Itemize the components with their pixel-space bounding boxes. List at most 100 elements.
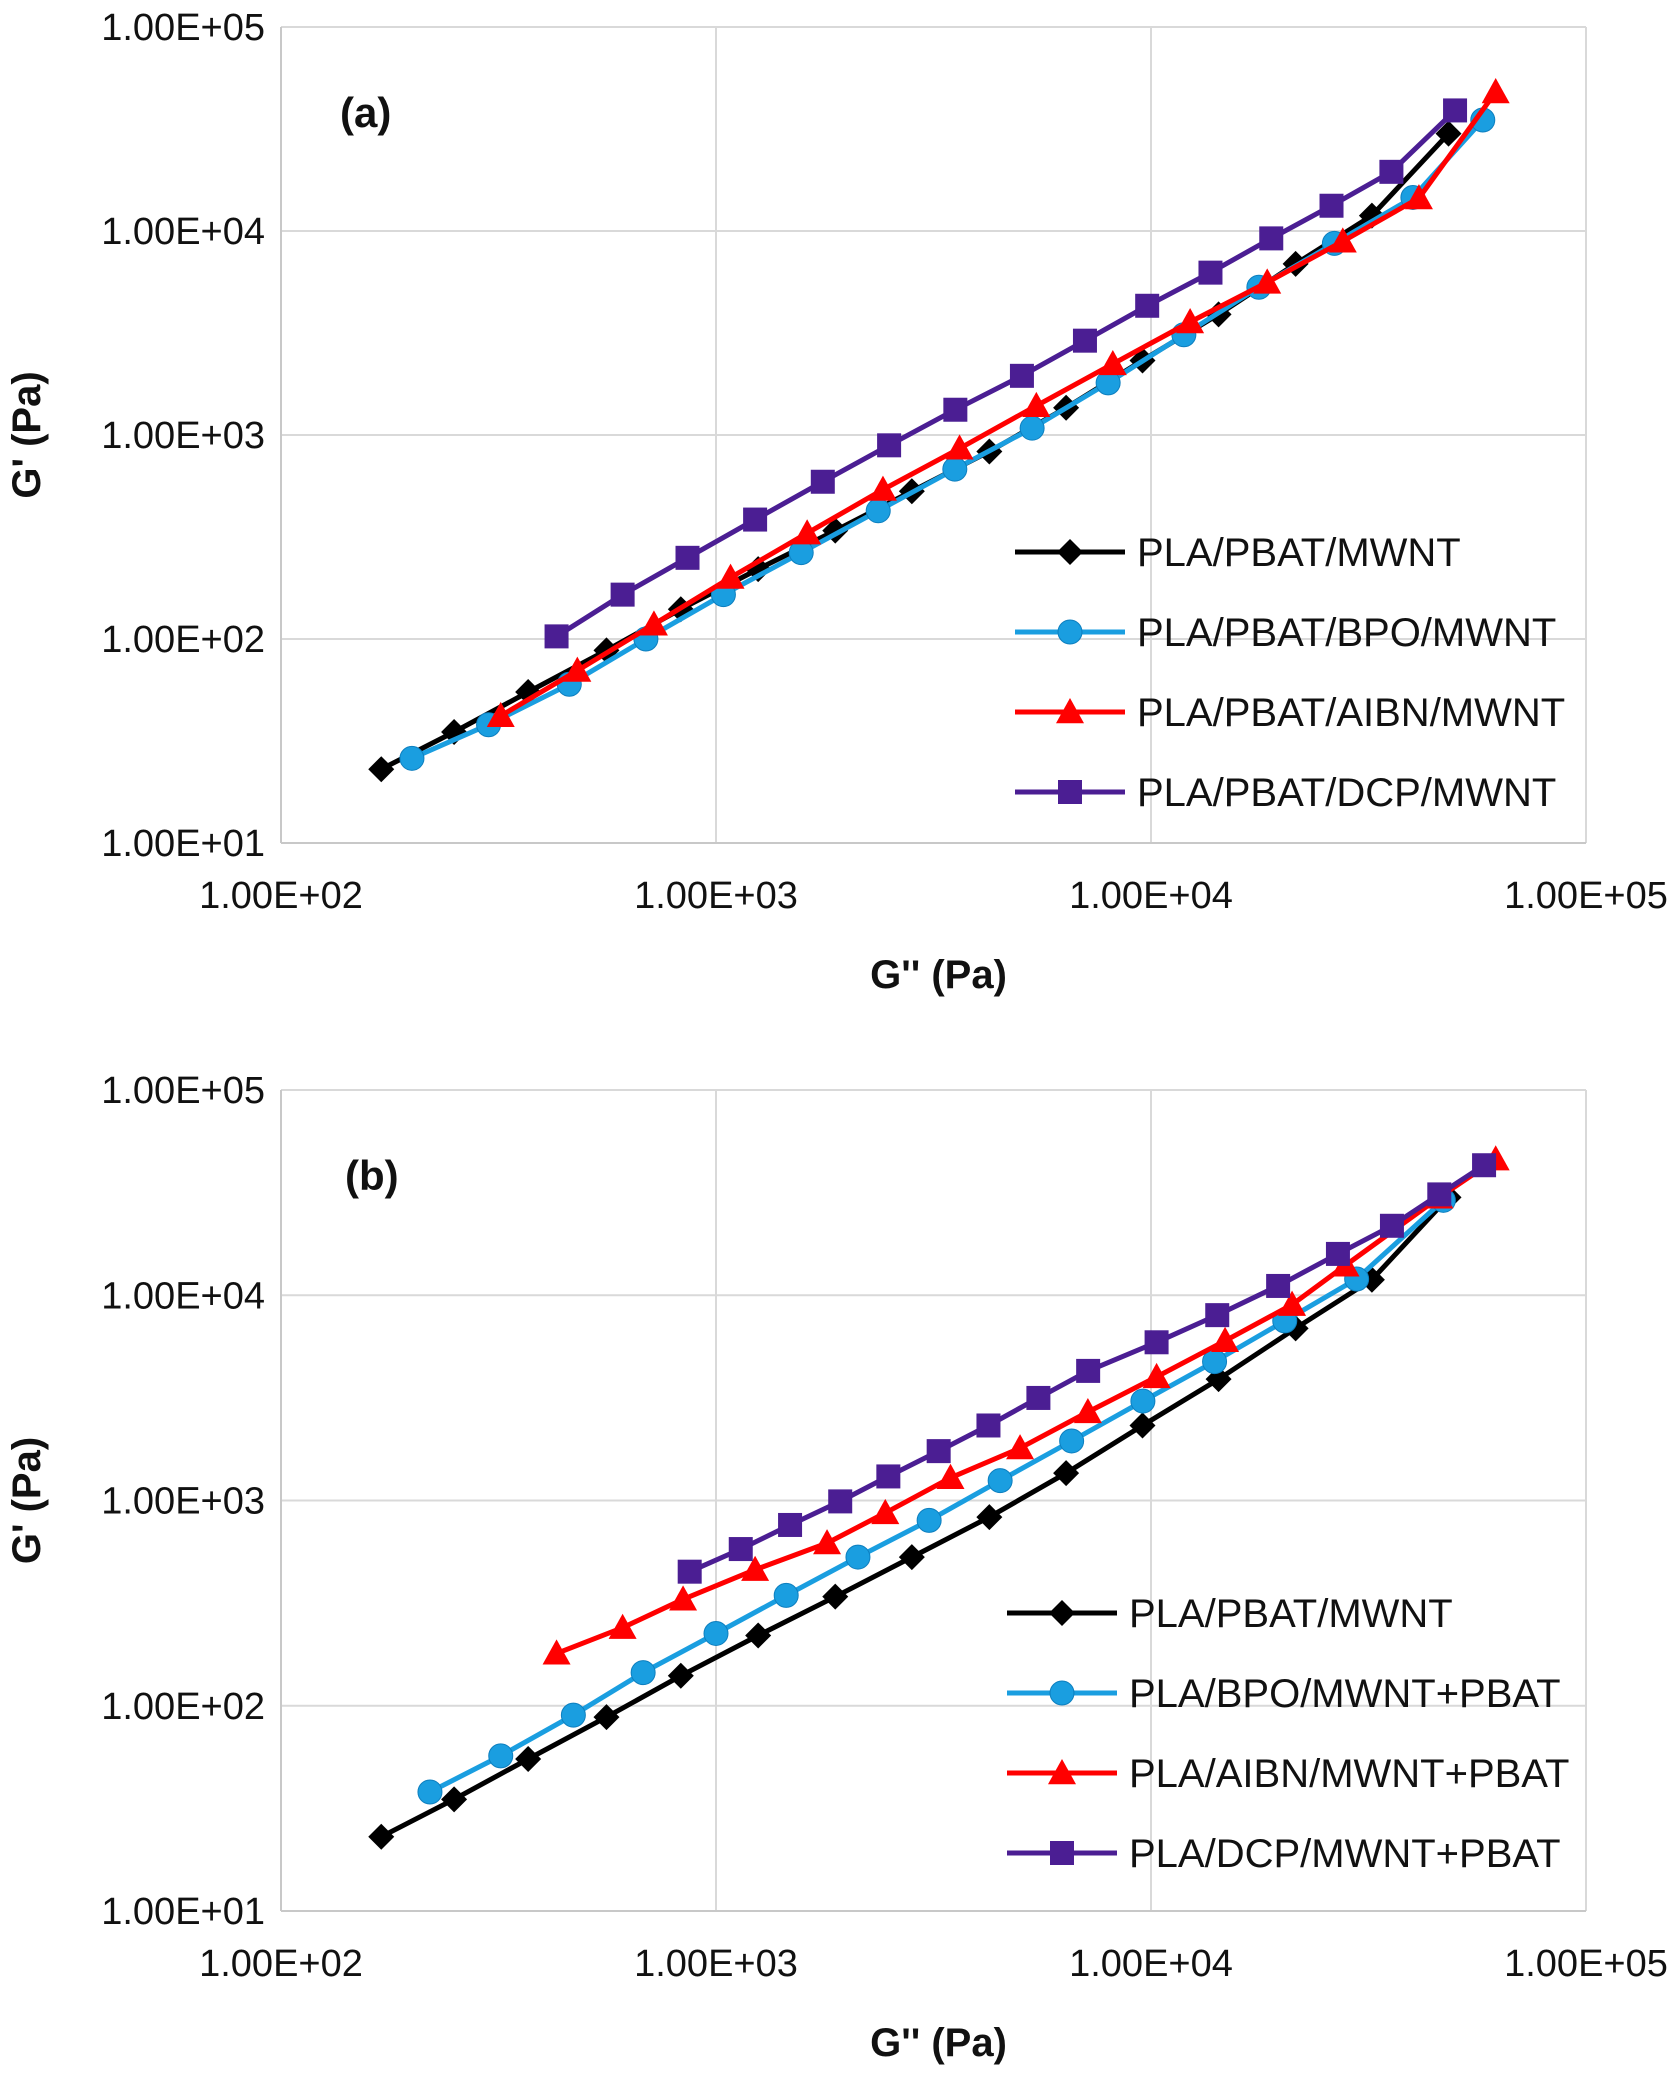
legend-label: PLA/PBAT/BPO/MWNT: [1137, 611, 1556, 655]
legend-swatch-triangle-marker: [1048, 1759, 1076, 1785]
data-point-triangle-marker: [793, 519, 822, 545]
legend-label: PLA/PBAT/AIBN/MWNT: [1137, 691, 1565, 735]
data-point-triangle-marker: [936, 1463, 965, 1490]
data-point-circle-marker: [630, 1660, 656, 1686]
series-circle: [417, 1187, 1456, 1805]
x-tick-label: 1.00E+04: [1069, 1943, 1233, 1985]
data-point-circle-marker: [560, 1702, 586, 1728]
data-point-triangle-marker: [868, 475, 897, 501]
series-line: [499, 90, 1498, 719]
data-point-square-marker: [1072, 328, 1097, 353]
legend-item: PLA/PBAT/BPO/MWNT: [1015, 611, 1556, 655]
data-point-diamond-marker: [1435, 120, 1462, 147]
data-point-circle-marker: [417, 1779, 443, 1805]
y-axis-title: G' (Pa): [5, 371, 49, 498]
data-point-square-marker: [943, 397, 968, 422]
data-point-circle-marker: [1059, 1428, 1085, 1454]
data-point-circle-marker: [773, 1582, 799, 1608]
legend-label: PLA/DCP/MWNT+PBAT: [1129, 1832, 1561, 1876]
data-point-triangle-marker: [608, 1613, 637, 1639]
data-point-square-marker: [1198, 260, 1223, 285]
data-point-square-marker: [1009, 363, 1034, 388]
data-point-square-marker: [1443, 98, 1468, 123]
data-point-square-marker: [976, 1413, 1001, 1438]
chart-panel-a: 1.00E+01 1.00E+02 1.00E+03 1.00E+04 1.00E+05…: [5, 7, 1668, 997]
data-point-diamond-marker: [745, 1622, 772, 1649]
legend-item: PLA/PBAT/DCP/MWNT: [1015, 771, 1556, 815]
data-point-square-marker: [677, 1559, 702, 1584]
y-axis-title: G' (Pa): [5, 1437, 49, 1564]
data-point-triangle-marker: [563, 656, 592, 682]
x-tick-label: 1.00E+05: [1504, 1943, 1668, 1985]
data-point-circle-marker: [916, 1507, 942, 1533]
data-point-triangle-marker: [669, 1585, 698, 1611]
data-point-square-marker: [1379, 159, 1404, 184]
data-point-diamond-marker: [822, 1583, 849, 1610]
data-point-square-marker: [610, 582, 635, 607]
data-point-diamond-marker: [898, 1544, 925, 1571]
data-point-circle-marker: [703, 1620, 729, 1646]
data-point-circle-marker: [987, 1468, 1013, 1494]
panel-label: (b): [345, 1152, 399, 1199]
y-tick-label: 1.00E+04: [101, 1275, 265, 1317]
data-point-diamond-marker: [976, 1504, 1003, 1531]
data-point-square-marker: [1205, 1303, 1230, 1328]
data-point-square-marker: [544, 624, 569, 649]
data-point-triangle-marker: [813, 1529, 842, 1555]
legend-item: PLA/AIBN/MWNT+PBAT: [1007, 1752, 1569, 1796]
data-point-square-marker: [828, 1489, 853, 1514]
data-point-triangle-marker: [1022, 391, 1051, 418]
data-point-square-marker: [1427, 1182, 1452, 1207]
x-tick-label: 1.00E+02: [199, 875, 363, 917]
data-point-circle-marker: [1130, 1388, 1156, 1414]
data-point-square-marker: [675, 545, 700, 570]
data-point-square-marker: [1266, 1273, 1291, 1298]
data-point-square-marker: [1076, 1358, 1101, 1383]
legend-item: PLA/DCP/MWNT+PBAT: [1007, 1832, 1561, 1876]
x-tick-label: 1.00E+05: [1504, 875, 1668, 917]
legend: PLA/PBAT/MWNT PLA/PBAT/BPO/MWNT PLA/PBAT/A…: [1015, 531, 1565, 815]
data-point-circle-marker: [942, 456, 968, 482]
series-square: [544, 98, 1468, 649]
y-tick-label: 1.00E+04: [101, 211, 265, 253]
data-point-triangle-marker: [741, 1555, 770, 1581]
series-line: [688, 1163, 1486, 1574]
data-point-triangle-marker: [639, 610, 668, 636]
legend-item: PLA/PBAT/MWNT: [1015, 531, 1461, 575]
data-point-square-marker: [1144, 1330, 1169, 1355]
data-point-triangle-marker: [1142, 1362, 1171, 1389]
data-point-triangle-marker: [1098, 349, 1127, 376]
data-point-triangle-marker: [1211, 1326, 1240, 1352]
chart-panel-b: 1.00E+01 1.00E+02 1.00E+03 1.00E+04 1.00E+05…: [5, 1070, 1668, 2065]
series-square: [677, 1153, 1497, 1584]
data-point-triangle-marker: [871, 1498, 900, 1525]
legend-label: PLA/PBAT/MWNT: [1137, 531, 1461, 575]
data-point-circle-marker: [1019, 415, 1045, 441]
data-point-triangle-marker: [1006, 1434, 1035, 1460]
x-tick-label: 1.00E+04: [1069, 875, 1233, 917]
x-tick-label: 1.00E+03: [634, 875, 798, 917]
x-axis-title: G'' (Pa): [870, 2021, 1007, 2065]
data-point-triangle-marker: [486, 701, 515, 728]
data-point-triangle-marker: [1404, 184, 1433, 210]
legend-swatch-diamond-marker: [1049, 1600, 1075, 1626]
series-triangle: [486, 78, 1510, 728]
data-point-diamond-marker: [667, 1662, 694, 1689]
legend-item: PLA/BPO/MWNT+PBAT: [1007, 1672, 1561, 1716]
data-point-triangle-marker: [1481, 78, 1510, 104]
data-point-square-marker: [1472, 1153, 1497, 1178]
y-tick-label: 1.00E+01: [101, 1891, 265, 1933]
legend-item: PLA/PBAT/AIBN/MWNT: [1015, 691, 1565, 735]
legend-label: PLA/AIBN/MWNT+PBAT: [1129, 1752, 1569, 1796]
panel-label: (a): [340, 89, 391, 136]
data-point-circle-marker: [845, 1544, 871, 1570]
data-point-square-marker: [728, 1537, 753, 1562]
legend: PLA/PBAT/MWNT PLA/BPO/MWNT+PBAT PLA/AIBN/M…: [1007, 1592, 1569, 1876]
legend-swatch-circle-marker: [1057, 619, 1083, 645]
data-point-circle-marker: [399, 745, 425, 771]
data-point-diamond-marker: [368, 1823, 395, 1850]
data-point-square-marker: [778, 1512, 803, 1537]
legend-swatch-square-marker: [1058, 780, 1082, 804]
data-point-square-marker: [810, 469, 835, 494]
